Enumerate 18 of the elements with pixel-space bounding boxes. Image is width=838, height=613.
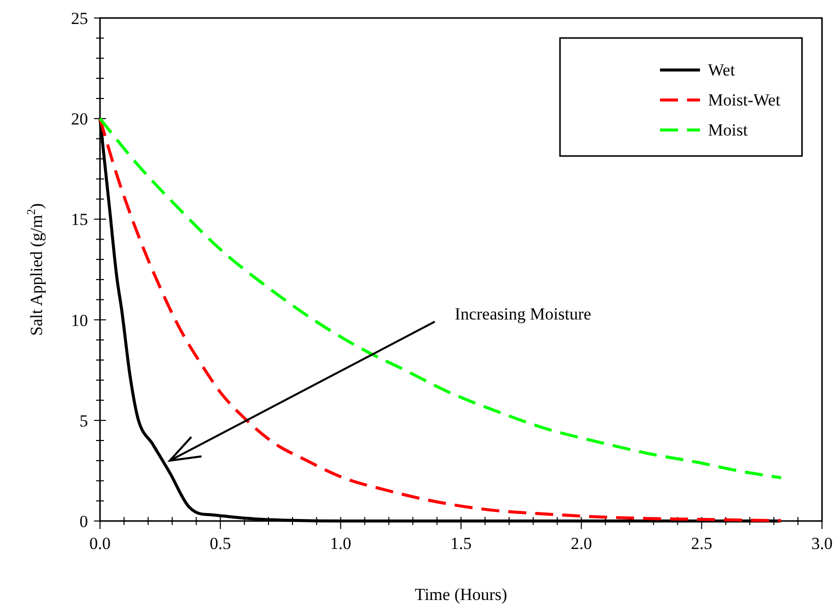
x-tick-label: 2.5 (691, 534, 712, 553)
x-tick-label: 0.5 (210, 534, 231, 553)
y-tick-label: 15 (71, 210, 88, 230)
y-tick-label: 5 (80, 411, 88, 430)
x-tick-label: 0.0 (89, 534, 111, 553)
x-axis-title: Time (Hours) (414, 585, 508, 604)
legend-label: Moist-Wet (708, 90, 781, 110)
annotation: Increasing Moisture (454, 304, 592, 324)
x-tick-label: 1.5 (450, 534, 472, 553)
y-tick-label: 25 (71, 8, 88, 28)
legend-label: Moist (708, 120, 748, 140)
x-tick-label: 1.0 (330, 534, 352, 553)
x-tick-label: 2.0 (570, 534, 592, 553)
legend-label: Wet (708, 60, 736, 80)
y-tick-label: 10 (71, 310, 88, 330)
y-tick-label: 20 (71, 110, 88, 129)
y-tick-label: 0 (80, 512, 88, 531)
x-tick-label: 3.0 (811, 534, 833, 553)
